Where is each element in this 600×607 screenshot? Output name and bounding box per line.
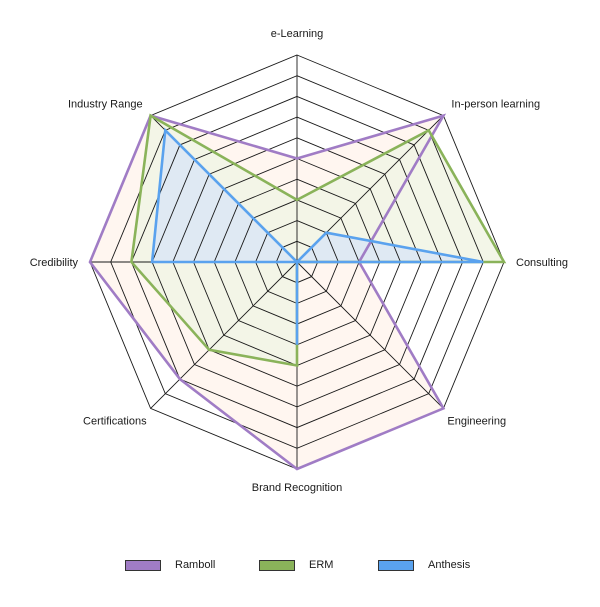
radar-plot: e-Learning In-person learning Consulting En… (30, 28, 568, 494)
axis-label-brand-recognition: Brand Recognition (252, 482, 343, 494)
legend-label-ramboll: Ramboll (175, 559, 216, 571)
legend-item-anthesis: Anthesis (378, 554, 470, 576)
axis-label-engineering: Engineering (447, 415, 506, 427)
series-line-ramboll (88, 113, 447, 471)
series-line-anthesis (150, 127, 484, 345)
legend-label-erm: ERM (309, 559, 334, 571)
axis-label-certifications: Certifications (83, 415, 147, 427)
axis-label-consulting: Consulting (516, 257, 568, 269)
axis-label-industry-range: Industry Range (68, 99, 143, 111)
legend-label-anthesis: Anthesis (428, 559, 471, 571)
spoke-3 (296, 261, 444, 409)
axis-label-credibility: Credibility (30, 257, 79, 269)
axis-label-e-learning: e-Learning (271, 28, 324, 40)
legend-item-erm: ERM (259, 554, 333, 576)
legend-item-ramboll: Ramboll (125, 554, 215, 576)
legend-swatch-anthesis (378, 559, 414, 571)
legend-swatch-ramboll (125, 559, 161, 571)
legend-swatch-erm (259, 559, 295, 571)
series-line-erm (130, 113, 507, 368)
axis-label-in-person-learning: In-person learning (451, 99, 540, 111)
spoke-5 (150, 261, 298, 409)
legend: Ramboll ERM Anthesis (0, 554, 600, 576)
